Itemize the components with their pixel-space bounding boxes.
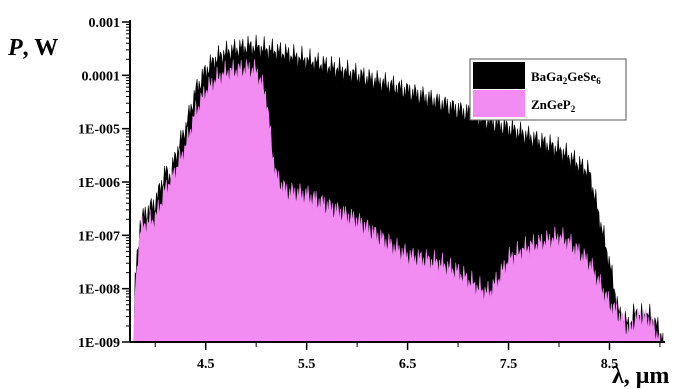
- y-tick-label: 1E-006: [78, 176, 120, 191]
- legend-label-bagageses6: BaGa2GeSe6: [531, 69, 601, 86]
- x-tick-label: 7.5: [500, 357, 518, 372]
- x-axis-symbol: λ: [612, 363, 624, 389]
- x-axis-unit: , μm: [624, 363, 670, 389]
- y-tick-label: 1E-008: [78, 283, 120, 298]
- y-tick-label: 1E-009: [78, 336, 120, 351]
- series-area-zngep2: [133, 59, 661, 343]
- x-ticks: 4.5 5.5 6.5 7.5 8.5: [154, 342, 661, 372]
- legend-swatch-bagageses6: [473, 62, 525, 89]
- legend-label-zngep2: ZnGeP2: [531, 97, 576, 114]
- plot-areas: [133, 34, 664, 343]
- y-tick-label: 0.0001: [82, 69, 121, 84]
- y-axis-title: P, W: [7, 35, 58, 61]
- y-tick-label: 0.001: [89, 16, 121, 31]
- legend: BaGa2GeSe6 ZnGeP2: [469, 58, 627, 121]
- y-tick-label: 1E-007: [78, 229, 120, 244]
- x-tick-label: 8.5: [601, 357, 619, 372]
- y-ticks: 0.001 0.0001 1E-005 1E-006 1E-007 1E-008 1E-00…: [78, 16, 130, 351]
- y-tick-label: 1E-005: [78, 123, 120, 138]
- x-axis-title: λ, μm: [612, 363, 669, 389]
- x-tick-label: 4.5: [197, 357, 215, 372]
- y-axis-symbol: P: [7, 35, 23, 61]
- x-tick-label: 5.5: [298, 357, 316, 372]
- y-axis-unit: , W: [23, 35, 59, 61]
- x-tick-label: 6.5: [399, 357, 417, 372]
- legend-swatch-zngep2: [473, 90, 525, 117]
